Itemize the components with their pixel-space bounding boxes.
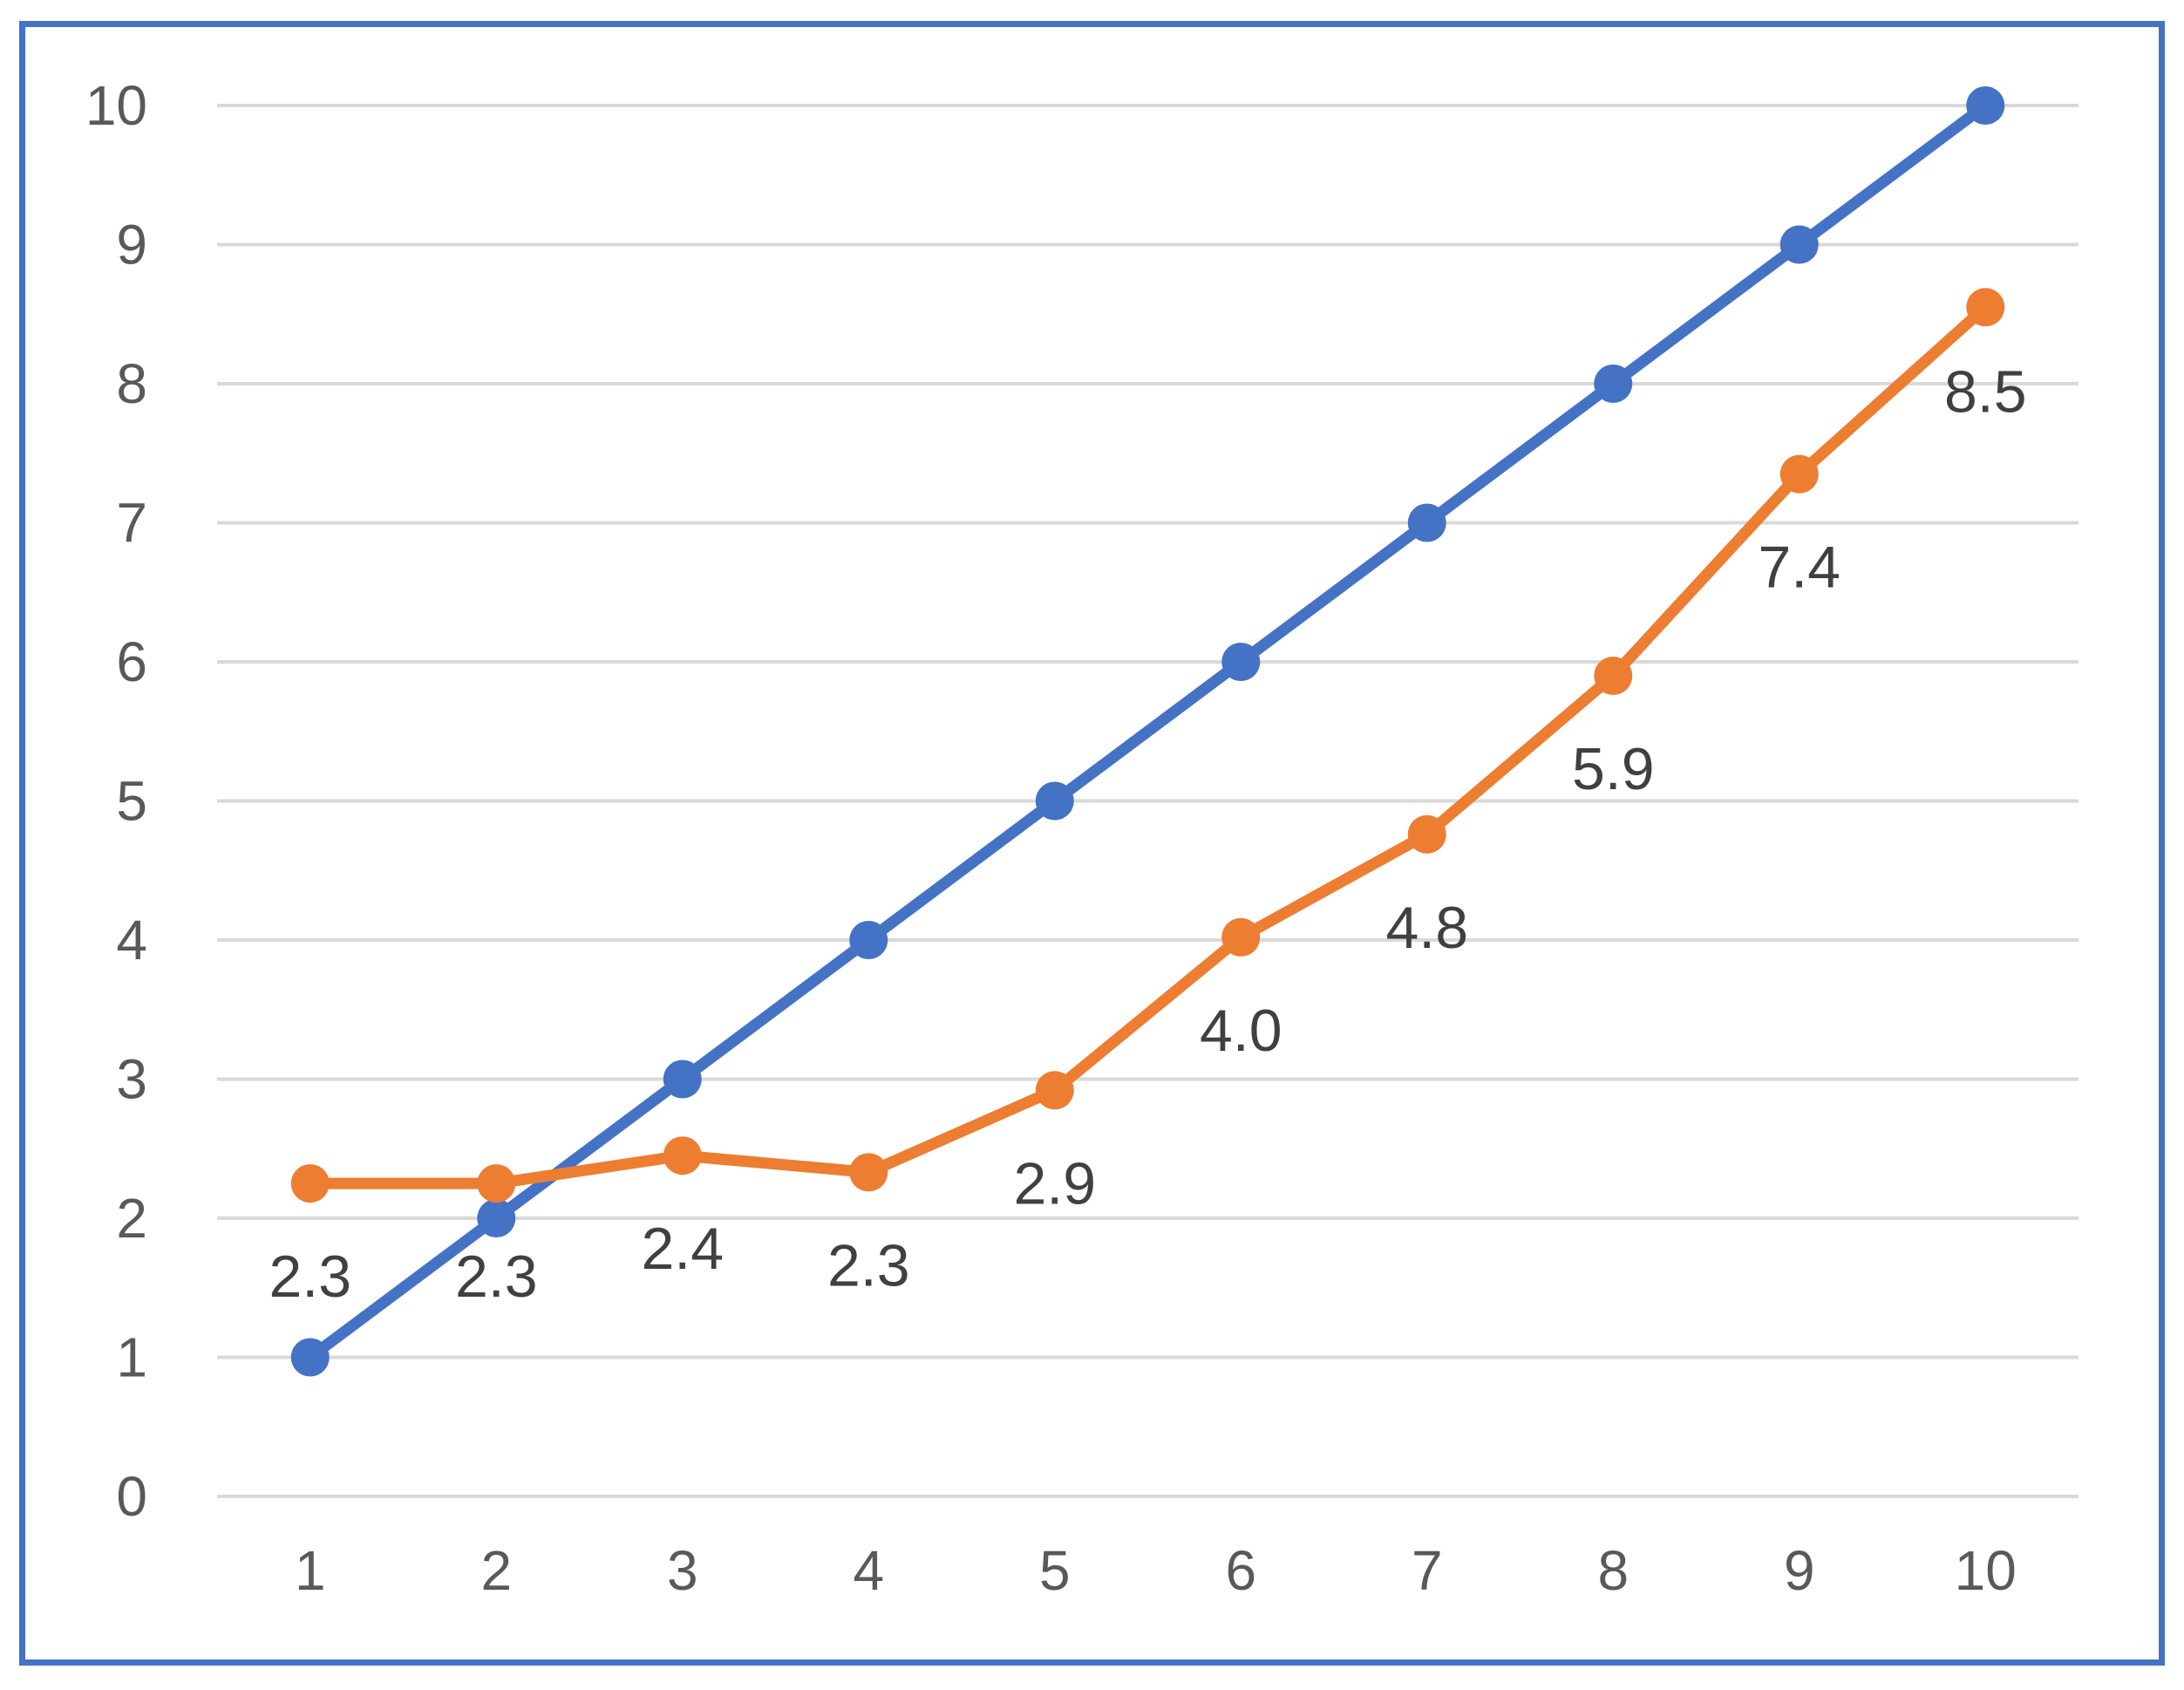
series-2-point: [1594, 656, 1633, 695]
series-2-point: [1035, 1071, 1074, 1110]
data-label: 4.0: [1200, 998, 1283, 1064]
x-tick-label: 9: [1784, 1539, 1815, 1602]
y-tick-label: 2: [116, 1187, 147, 1250]
y-tick-label: 8: [116, 352, 147, 415]
series-2-point: [290, 1164, 330, 1203]
x-tick-label: 4: [853, 1539, 884, 1602]
y-tick-label: 7: [116, 492, 147, 555]
series-lines: [304, 99, 1991, 1363]
data-label: 2.9: [1013, 1150, 1096, 1216]
series-1-point: [1407, 503, 1446, 542]
y-tick-label: 5: [116, 770, 147, 833]
gridlines: [217, 104, 2079, 1498]
chart-frame: 0 1 2 3 4 5 6 7 8 9 10 1 2 3 4 5 6 7 8 9 10 2.3 2.3 2.4 2.3 2.9…: [19, 21, 2165, 1666]
data-label: 2.3: [827, 1232, 910, 1298]
series-1-point: [849, 921, 888, 959]
data-label: 8.5: [1944, 358, 2027, 425]
series-2-point: [1966, 288, 2005, 327]
x-axis-tick-labels: 1 2 3 4 5 6 7 8 9 10: [295, 1539, 2017, 1602]
series-1-point: [1035, 781, 1074, 821]
series-2-point: [1407, 814, 1446, 854]
series-line-2: [304, 301, 1991, 1189]
y-axis-tick-labels: 0 1 2 3 4 5 6 7 8 9 10: [85, 74, 147, 1528]
series-2-point: [477, 1164, 516, 1203]
x-tick-label: 3: [667, 1539, 698, 1602]
x-tick-label: 5: [1039, 1539, 1071, 1602]
x-tick-label: 1: [295, 1539, 326, 1602]
data-label: 7.4: [1758, 535, 1840, 601]
y-tick-label: 10: [85, 74, 147, 137]
x-tick-label: 2: [480, 1539, 512, 1602]
series-1-point: [1779, 225, 1819, 264]
data-label: 2.3: [269, 1244, 351, 1310]
series-2-point: [849, 1153, 888, 1192]
series-1-point: [477, 1199, 516, 1237]
series-2-point: [663, 1136, 702, 1176]
line-chart: 0 1 2 3 4 5 6 7 8 9 10 1 2 3 4 5 6 7 8 9 10 2.3 2.3 2.4 2.3 2.9…: [85, 74, 2079, 1602]
series-1-point: [290, 1338, 330, 1377]
data-label: 5.9: [1572, 736, 1655, 802]
y-tick-label: 9: [116, 214, 147, 276]
x-tick-label: 10: [1955, 1539, 2017, 1602]
series-1-point: [663, 1060, 702, 1099]
x-tick-label: 8: [1597, 1539, 1629, 1602]
series-1-point: [1966, 86, 2005, 125]
series-2-point: [1221, 917, 1261, 957]
series-1-point: [1594, 365, 1633, 403]
series-2-point: [1779, 454, 1819, 494]
data-label: 4.8: [1385, 895, 1468, 961]
y-tick-label: 1: [116, 1326, 147, 1389]
y-tick-label: 0: [116, 1465, 147, 1528]
data-label: 2.4: [641, 1216, 724, 1282]
y-tick-label: 3: [116, 1048, 147, 1111]
y-tick-label: 4: [116, 909, 147, 971]
series-line-1: [304, 99, 1991, 1363]
x-tick-label: 7: [1412, 1539, 1443, 1602]
y-tick-label: 6: [116, 630, 147, 693]
data-labels: 2.3 2.3 2.4 2.3 2.9 4.0 4.8 5.9 7.4 8.5: [269, 358, 2026, 1310]
data-label: 2.3: [455, 1244, 538, 1310]
series-1-point: [1221, 643, 1261, 681]
x-tick-label: 6: [1225, 1539, 1256, 1602]
series-markers: [290, 86, 2005, 1377]
